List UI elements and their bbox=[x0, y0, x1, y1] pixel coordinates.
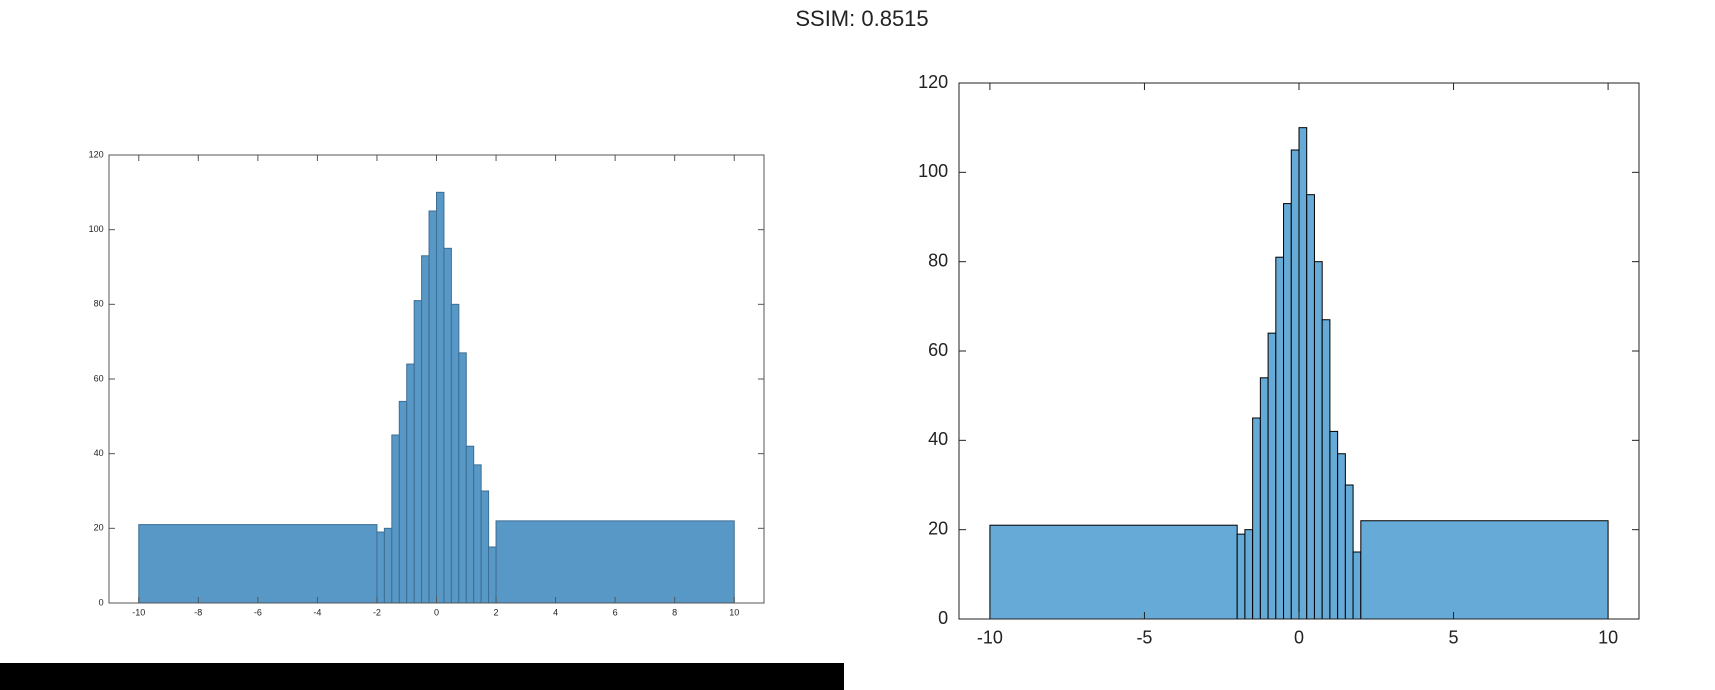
y-tick-label: 20 bbox=[928, 518, 948, 538]
x-tick-label: -8 bbox=[194, 607, 202, 617]
x-tick-label: 8 bbox=[672, 607, 677, 617]
x-tick-label: -5 bbox=[1136, 628, 1152, 648]
bar bbox=[488, 546, 497, 604]
bar bbox=[413, 300, 423, 604]
bar bbox=[436, 191, 445, 604]
x-tick-label: 10 bbox=[1598, 628, 1618, 648]
x-tick-label: -6 bbox=[254, 607, 262, 617]
bar bbox=[989, 524, 1238, 620]
y-tick-label: 40 bbox=[94, 448, 104, 458]
x-tick-label: -10 bbox=[132, 607, 145, 617]
x-tick-label: 10 bbox=[729, 607, 739, 617]
bar bbox=[1267, 332, 1277, 620]
bar bbox=[1244, 529, 1254, 620]
y-tick-label: 0 bbox=[938, 608, 948, 628]
y-tick-label: 0 bbox=[99, 597, 104, 607]
bar bbox=[473, 464, 482, 604]
bar bbox=[1298, 127, 1308, 620]
x-tick-label: 5 bbox=[1449, 628, 1459, 648]
bar bbox=[1352, 551, 1362, 620]
bar bbox=[138, 524, 378, 604]
page-title: SSIM: 0.8515 bbox=[795, 6, 928, 31]
y-tick-label: 100 bbox=[918, 161, 948, 181]
x-tick-label: 2 bbox=[494, 607, 499, 617]
bar bbox=[1283, 203, 1292, 620]
x-tick-label: 6 bbox=[613, 607, 618, 617]
bar bbox=[1259, 377, 1269, 620]
bar bbox=[1321, 319, 1331, 620]
bar bbox=[480, 490, 490, 604]
bar bbox=[1306, 194, 1315, 620]
x-tick-label: -2 bbox=[373, 607, 381, 617]
x-tick-label: -4 bbox=[313, 607, 321, 617]
bar bbox=[1236, 533, 1246, 620]
y-tick-label: 40 bbox=[928, 429, 948, 449]
y-tick-label: 120 bbox=[918, 72, 948, 92]
bar bbox=[1344, 484, 1354, 620]
bar bbox=[465, 445, 475, 604]
bar bbox=[421, 255, 430, 604]
y-tick-label: 100 bbox=[89, 224, 104, 234]
bar bbox=[458, 352, 467, 604]
y-tick-label: 80 bbox=[928, 250, 948, 270]
y-tick-label: 60 bbox=[928, 340, 948, 360]
bar bbox=[1360, 520, 1609, 620]
bar bbox=[391, 434, 400, 604]
bar bbox=[1329, 430, 1339, 620]
bar bbox=[1275, 256, 1285, 620]
y-tick-label: 20 bbox=[94, 523, 104, 533]
y-tick-label: 80 bbox=[94, 299, 104, 309]
x-tick-label: -10 bbox=[977, 628, 1003, 648]
bar bbox=[383, 527, 393, 604]
x-tick-label: 0 bbox=[1294, 628, 1304, 648]
bar bbox=[443, 247, 452, 604]
bar bbox=[1290, 149, 1300, 620]
y-tick-label: 120 bbox=[89, 149, 104, 159]
bar bbox=[450, 303, 460, 604]
bar bbox=[406, 363, 415, 604]
bar bbox=[495, 520, 735, 604]
x-tick-label: 4 bbox=[553, 607, 558, 617]
bar bbox=[376, 531, 385, 604]
black-bar bbox=[0, 663, 844, 690]
bar bbox=[398, 400, 408, 604]
y-tick-label: 60 bbox=[94, 373, 104, 383]
bar bbox=[1313, 261, 1323, 620]
bar bbox=[428, 210, 438, 604]
bar bbox=[1337, 453, 1346, 620]
bar bbox=[1252, 417, 1261, 620]
x-tick-label: 0 bbox=[434, 607, 439, 617]
